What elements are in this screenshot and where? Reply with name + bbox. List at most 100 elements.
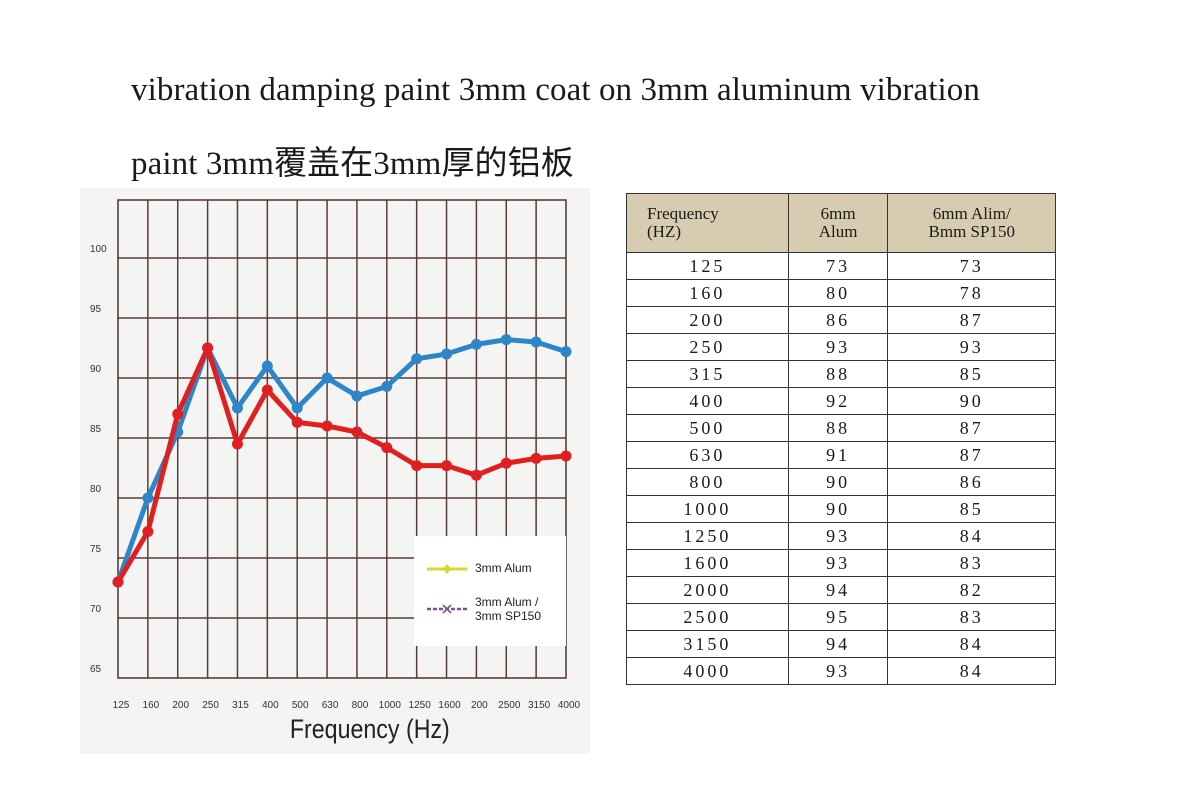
cell-6mm-alim-sp150: 87 (887, 306, 1056, 334)
data-point (500, 334, 512, 346)
data-point (500, 457, 512, 469)
cell-6mm-alum: 93 (787, 333, 889, 361)
data-point (381, 442, 393, 454)
chart-panel: 100 95 90 85 80 75 70 65 125 160 200 250 315 400 500 63… (80, 188, 590, 754)
y-tick-label: 95 (90, 304, 102, 315)
cell-frequency: 3150 (626, 630, 789, 658)
cell-6mm-alum: 93 (787, 549, 889, 577)
data-point (411, 460, 423, 472)
cell-6mm-alim-sp150: 78 (887, 279, 1056, 307)
cell-frequency: 315 (626, 360, 789, 388)
data-point (470, 338, 482, 350)
cell-frequency: 2500 (626, 603, 789, 631)
data-point (142, 492, 154, 504)
table-row: 500 88 87 (626, 414, 1056, 442)
y-tick-label: 100 (90, 244, 107, 255)
y-tick-label: 75 (90, 544, 102, 555)
legend-label-alum-sp150: 3mm Alum /3mm SP150 (475, 595, 541, 623)
x-tick-label: 1600 (438, 700, 461, 711)
cell-6mm-alum: 90 (787, 468, 889, 496)
cell-6mm-alum: 91 (787, 441, 889, 469)
data-table: Frequency (HZ) 6mm Alum 6mm Alim/Bmm SP150… (626, 193, 1056, 685)
x-tick-label: 250 (202, 700, 219, 711)
data-point (381, 380, 393, 392)
x-tick-label: 160 (143, 700, 160, 711)
data-point (291, 416, 303, 428)
x-tick-label: 315 (232, 700, 249, 711)
data-point (321, 372, 333, 384)
cell-6mm-alum: 90 (787, 495, 889, 523)
x-tick-label: 800 (352, 700, 369, 711)
cell-6mm-alum: 93 (787, 522, 889, 550)
table-row: 1250 93 84 (626, 522, 1056, 550)
table-row: 315 88 85 (626, 360, 1056, 388)
y-tick-label: 85 (90, 424, 102, 435)
x-tick-label: 1250 (409, 700, 432, 711)
header-text-line: 6mm Alim/ (932, 204, 1011, 223)
data-point (441, 348, 453, 360)
data-point (560, 450, 572, 462)
cell-6mm-alim-sp150: 93 (887, 333, 1056, 361)
legend-label-line: 3mm Alum / (475, 595, 539, 609)
x-tick-label: 400 (262, 700, 279, 711)
cell-6mm-alim-sp150: 86 (887, 468, 1056, 496)
data-point (112, 576, 124, 588)
header-text-line: Alum (818, 222, 858, 241)
x-tick-label: 1000 (379, 700, 402, 711)
cell-6mm-alim-sp150: 84 (887, 657, 1056, 685)
header-frequency: Frequency (HZ) (626, 193, 789, 253)
legend-marker-icon (442, 604, 452, 614)
table-row: 3150 94 84 (626, 630, 1056, 658)
cell-frequency: 125 (626, 252, 789, 280)
data-point (261, 384, 273, 396)
table-row: 630 91 87 (626, 441, 1056, 469)
table-row: 1000 90 85 (626, 495, 1056, 523)
cell-6mm-alim-sp150: 83 (887, 603, 1056, 631)
cell-6mm-alum: 86 (787, 306, 889, 334)
table-row: 125 73 73 (626, 252, 1056, 280)
legend-box (414, 536, 566, 646)
cell-6mm-alim-sp150: 83 (887, 549, 1056, 577)
cell-6mm-alim-sp150: 82 (887, 576, 1056, 604)
cell-frequency: 500 (626, 414, 789, 442)
header-6mm-alum: 6mm Alum (787, 193, 889, 253)
legend: 3mm Alum 3mm Alum /3mm SP150 (414, 536, 566, 646)
cell-6mm-alim-sp150: 73 (887, 252, 1056, 280)
table-row: 2500 95 83 (626, 603, 1056, 631)
cell-6mm-alum: 93 (787, 657, 889, 685)
table-body: 125 73 73 160 80 78 200 86 87 250 93 93 315 88 85 400 92… (626, 252, 1056, 685)
cell-6mm-alum: 95 (787, 603, 889, 631)
y-tick-label: 65 (90, 664, 102, 675)
header-text-line: 6mm (820, 204, 856, 223)
y-tick-label: 70 (90, 604, 102, 615)
title-line-2: paint 3mm覆盖在3mm厚的铝板 (131, 146, 574, 182)
data-point (142, 526, 154, 538)
cell-frequency: 200 (626, 306, 789, 334)
data-point (231, 438, 243, 450)
data-point (530, 452, 542, 464)
axis-layer: 100 95 90 85 80 75 70 65 125 160 200 250 315 400 500 63… (90, 244, 581, 711)
table-header-row: Frequency (HZ) 6mm Alum 6mm Alim/Bmm SP150 (626, 193, 1056, 253)
cell-6mm-alim-sp150: 85 (887, 360, 1056, 388)
series-layer (112, 334, 572, 588)
cell-6mm-alim-sp150: 84 (887, 522, 1056, 550)
cell-frequency: 250 (626, 333, 789, 361)
plot-frame (117, 199, 567, 679)
data-point (261, 360, 273, 372)
x-tick-label: 2500 (498, 700, 521, 711)
series-alum-sp150 (112, 342, 572, 588)
cell-6mm-alim-sp150: 87 (887, 414, 1056, 442)
data-point (172, 408, 184, 420)
header-text-line: (HZ) (647, 222, 681, 241)
cell-frequency: 800 (626, 468, 789, 496)
data-point (202, 342, 214, 354)
cell-frequency: 1600 (626, 549, 789, 577)
title-line-1: vibration damping paint 3mm coat on 3mm … (131, 72, 981, 108)
cell-6mm-alum: 88 (787, 360, 889, 388)
cell-frequency: 160 (626, 279, 789, 307)
data-point (441, 460, 453, 472)
data-point (291, 402, 303, 414)
cell-6mm-alum: 80 (787, 279, 889, 307)
data-point (411, 353, 423, 365)
cell-frequency: 630 (626, 441, 789, 469)
